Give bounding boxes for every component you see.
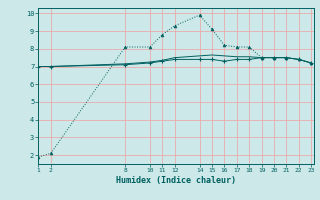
- X-axis label: Humidex (Indice chaleur): Humidex (Indice chaleur): [116, 176, 236, 185]
